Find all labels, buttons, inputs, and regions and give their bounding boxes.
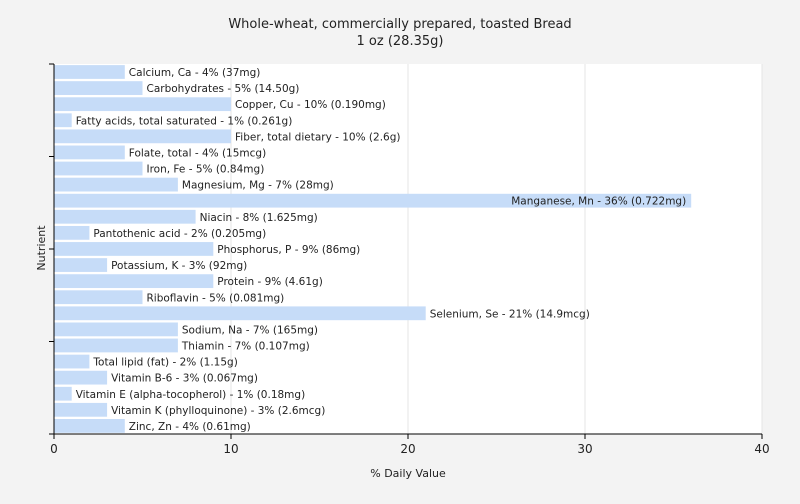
bar-data-label: Fiber, total dietary - 10% (2.6g)	[235, 131, 400, 143]
bar	[54, 225, 90, 240]
bar-data-label: Pantothenic acid - 2% (0.205mg)	[93, 228, 266, 240]
bar	[54, 370, 108, 385]
bar	[54, 419, 125, 433]
bar	[54, 290, 143, 305]
bar-data-label: Magnesium, Mg - 7% (28mg)	[182, 180, 334, 192]
bar-data-label: Vitamin K (phylloquinone) - 3% (2.6mcg)	[111, 405, 325, 417]
bar	[54, 274, 214, 289]
bar	[54, 161, 143, 176]
bar	[54, 338, 178, 353]
bar-data-label: Zinc, Zn - 4% (0.61mg)	[129, 421, 251, 433]
bar-data-label: Manganese, Mn - 36% (0.722mg)	[511, 196, 686, 208]
bar-data-label: Sodium, Na - 7% (165mg)	[182, 324, 318, 336]
bar	[54, 354, 90, 369]
bar-data-label: Protein - 9% (4.61g)	[217, 276, 323, 288]
bar	[54, 193, 692, 208]
bar-data-label: Folate, total - 4% (15mcg)	[129, 147, 266, 159]
x-tick-label: 0	[50, 442, 58, 456]
bar	[54, 65, 125, 79]
bar	[54, 242, 214, 256]
bar	[54, 129, 231, 144]
bar	[54, 322, 178, 337]
bar-data-label: Selenium, Se - 21% (14.9mcg)	[430, 308, 590, 320]
bar-data-label: Iron, Fe - 5% (0.84mg)	[147, 164, 265, 176]
bar	[54, 113, 72, 128]
bar-data-label: Potassium, K - 3% (92mg)	[111, 260, 247, 272]
bar-data-label: Total lipid (fat) - 2% (1.15g)	[92, 357, 237, 369]
x-tick-label: 10	[223, 442, 238, 456]
bar	[54, 97, 231, 112]
y-axis-title: Nutrient	[35, 225, 48, 271]
x-tick-label: 20	[400, 442, 415, 456]
bar-data-label: Fatty acids, total saturated - 1% (0.261…	[76, 115, 293, 127]
chart-subtitle: 1 oz (28.35g)	[357, 34, 444, 49]
plot-area: Calcium, Ca - 4% (37mg) Carbohydrates - 5…	[49, 63, 770, 456]
bar-data-label: Phosphorus, P - 9% (86mg)	[217, 244, 360, 256]
x-tick-label: 40	[754, 442, 769, 456]
bar-data-label: Copper, Cu - 10% (0.190mg)	[235, 99, 386, 111]
bar	[54, 306, 426, 321]
bar-data-label: Riboflavin - 5% (0.081mg)	[147, 292, 285, 304]
bar-data-label: Vitamin E (alpha-tocopherol) - 1% (0.18m…	[76, 389, 306, 401]
x-axis-title: % Daily Value	[370, 467, 446, 480]
bar	[54, 209, 196, 224]
bar-data-label: Niacin - 8% (1.625mg)	[200, 212, 318, 224]
bar	[54, 402, 108, 417]
bar	[54, 177, 178, 192]
chart-title: Whole-wheat, commercially prepared, toas…	[228, 17, 571, 32]
bar	[54, 145, 125, 160]
x-tick-label: 30	[577, 442, 592, 456]
bar-data-label: Thiamin - 7% (0.107mg)	[181, 341, 310, 353]
bar-data-label: Calcium, Ca - 4% (37mg)	[129, 67, 261, 79]
bar	[54, 81, 143, 95]
bar-data-label: Carbohydrates - 5% (14.50g)	[147, 83, 300, 95]
bar	[54, 258, 108, 272]
bar	[54, 386, 72, 401]
bar-data-label: Vitamin B-6 - 3% (0.067mg)	[111, 373, 258, 385]
